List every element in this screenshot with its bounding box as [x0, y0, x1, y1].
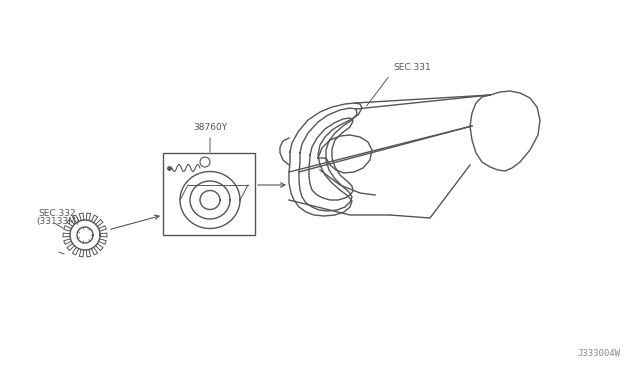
Text: SEC.331: SEC.331: [393, 63, 431, 72]
Bar: [163, 153, 255, 235]
Text: (33133M): (33133M): [36, 217, 79, 226]
Text: SEC.332: SEC.332: [38, 209, 76, 218]
Text: J333004W: J333004W: [577, 349, 620, 358]
Text: 38760Y: 38760Y: [193, 123, 227, 132]
